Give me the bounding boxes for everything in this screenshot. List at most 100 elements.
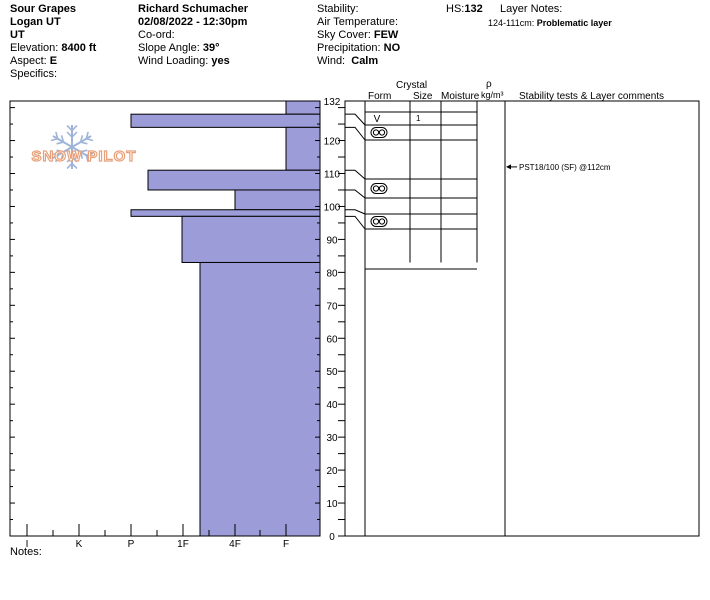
hoar-circle — [372, 129, 380, 136]
hardness-bar-0 — [285, 100, 321, 115]
layer-connector — [345, 169, 366, 180]
flake-branch — [50, 137, 58, 142]
density-unit-heading: kg/m³ — [481, 90, 504, 100]
hoar-outline — [370, 127, 388, 138]
x-tick-label: K — [76, 539, 83, 550]
y-tick-label: 132 — [324, 97, 341, 108]
flake-branch — [71, 156, 78, 163]
y-tick-label: 120 — [324, 137, 341, 148]
flake-branch — [71, 124, 78, 132]
precipitation: Precipitation: NO — [317, 42, 400, 55]
flake-branch — [66, 131, 73, 138]
hardness-bar-5 — [130, 209, 321, 217]
stability-tests-heading: Stability tests & Layer comments — [519, 91, 665, 102]
hoar-outline — [370, 216, 388, 227]
aspect-value: E — [49, 55, 58, 67]
aspect: Aspect: E — [10, 55, 57, 68]
crystal-heading: Crystal — [396, 80, 428, 91]
slope-label: Slope Angle: — [138, 42, 200, 54]
y-tick-label: 90 — [326, 235, 338, 246]
flake-branch — [86, 137, 94, 142]
flake-branch — [56, 149, 64, 153]
observer-name: Richard Schumacher — [138, 3, 249, 15]
flake-branch — [50, 152, 58, 157]
wind-loading-value: yes — [211, 55, 230, 67]
snowpilot-watermark: SNOW PILOT — [31, 124, 137, 170]
watermark-text: SNOW PILOT — [32, 148, 137, 165]
crystal-size-value: 1 — [416, 114, 421, 123]
y-tick-label: 40 — [326, 400, 338, 411]
y-tick-label: 30 — [326, 433, 338, 444]
moisture-heading: Moisture — [441, 91, 480, 102]
layer-connector — [345, 209, 366, 215]
wind-loading: Wind Loading: yes — [138, 55, 230, 68]
elevation-value: 8400 ft — [61, 42, 97, 54]
snowflake-icon — [50, 124, 94, 170]
y-tick-label: 50 — [326, 367, 338, 378]
x-tick-label: I — [26, 539, 29, 550]
stability-test-label: PST18/100 (SF) @112cm — [519, 163, 611, 172]
snow-height: HS:132 — [446, 3, 483, 16]
layer-connector — [345, 126, 366, 141]
hardness-bar-7 — [199, 261, 321, 537]
hoar-circle — [378, 129, 386, 136]
hardness-plot-frame — [9, 100, 321, 537]
y-tick-label: 100 — [324, 202, 341, 213]
flake-branch — [56, 141, 64, 145]
elevation-label: Elevation: — [10, 42, 59, 54]
hs-label: HS: — [446, 3, 465, 15]
y-tick-label: 80 — [326, 268, 338, 279]
flake-branch — [85, 155, 89, 163]
x-tick-label: P — [128, 539, 135, 550]
state: UT — [10, 29, 25, 41]
slope-value: 39° — [202, 42, 220, 54]
flake-branch — [79, 135, 84, 143]
hardness-bar-3 — [147, 169, 321, 191]
aspect-label: Aspect: — [10, 55, 47, 67]
slope-angle: Slope Angle: 39° — [138, 42, 219, 55]
layer-table-frame — [344, 100, 700, 537]
flake-branch — [79, 151, 84, 159]
hoar-outline — [370, 183, 388, 194]
air-temp-label: Air Temperature: — [317, 16, 399, 28]
hoar-circle — [372, 218, 380, 225]
flake-branch — [66, 124, 73, 132]
surface-hoar-icon — [370, 127, 388, 138]
x-tick-label: 1F — [177, 539, 189, 550]
size-heading: Size — [413, 91, 433, 102]
hardness-bar-6 — [181, 215, 321, 263]
precip-label: Precipitation: — [317, 42, 381, 54]
y-tick-label: 20 — [326, 466, 338, 477]
y-tick-label: 110 — [324, 170, 340, 181]
y-tick-label: 60 — [326, 334, 338, 345]
y-tick-label: 70 — [326, 301, 338, 312]
observation-datetime: 02/08/2022 - 12:30pm — [138, 16, 248, 28]
flake-branch — [55, 131, 59, 139]
site-name: Sour Grapes — [10, 3, 77, 15]
hardness-bar-2 — [285, 126, 321, 171]
specifics-label: Specifics: — [10, 68, 58, 80]
layer-notes-label: Layer Notes: — [500, 3, 563, 15]
stability-arrow-head — [506, 164, 511, 170]
hs-value: 132 — [464, 3, 483, 15]
surface-hoar-icon — [370, 216, 388, 227]
wind: Wind: Calm — [317, 55, 378, 68]
flake-branch — [71, 131, 78, 138]
layer-note-text: Problematic layer — [536, 18, 612, 28]
layer-connector — [345, 215, 366, 230]
hardness-bar-4 — [234, 189, 321, 211]
sky-value: FEW — [373, 29, 399, 41]
flake-branch — [86, 152, 94, 157]
hoar-circle — [378, 218, 386, 225]
crystal-form-symbol: V — [374, 114, 381, 125]
form-heading: Form — [368, 91, 392, 102]
stability-label: Stability: — [317, 3, 359, 15]
y-tick-label: 10 — [326, 499, 338, 510]
x-tick-label: F — [283, 539, 289, 550]
wind-loading-label: Wind Loading: — [138, 55, 209, 67]
elevation: Elevation: 8400 ft — [10, 42, 96, 55]
notes-label: Notes: — [10, 546, 42, 558]
rho-heading: ρ — [486, 79, 492, 90]
sky-label: Sky Cover: — [317, 29, 371, 41]
